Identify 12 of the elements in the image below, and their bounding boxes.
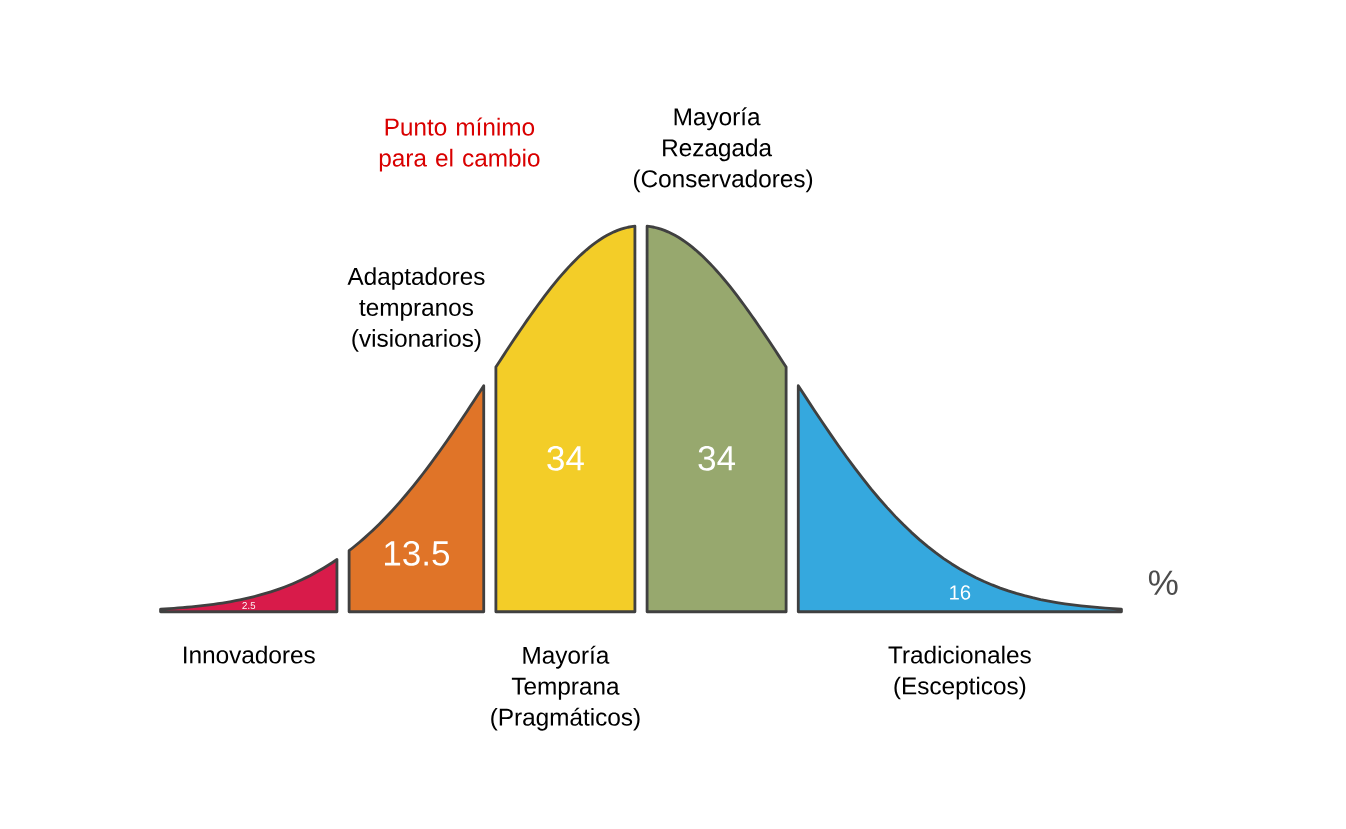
data-label: 2.5 [242,601,256,609]
data-label: 34 [698,445,736,471]
category-label: Innovadores [184,645,315,664]
category-label: Mayoría Temprana (Pragmáticos) [491,645,640,731]
category-label: Adaptadores tempranos (visionarios) [347,267,485,352]
category-label: Tradicionales (Escepticos) [888,645,1031,700]
data-label: 16 [950,585,971,600]
text: % [1148,570,1178,595]
category-label: Mayoría Rezagada (Conservadores) [633,107,813,193]
text: Punto mínimo para el cambio [379,117,540,172]
data-label: 34 [547,445,584,471]
data-label: 13.5 [385,540,450,566]
